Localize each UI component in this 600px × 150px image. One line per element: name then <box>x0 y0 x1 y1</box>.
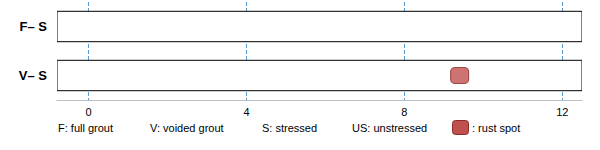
svg-text:V: voided grout: V: voided grout <box>150 122 224 134</box>
svg-text:F: full grout: F: full grout <box>58 122 113 134</box>
svg-text:0: 0 <box>86 106 92 118</box>
svg-text:US: unstressed: US: unstressed <box>352 122 427 134</box>
svg-text:12: 12 <box>556 106 568 118</box>
svg-text:4: 4 <box>243 106 249 118</box>
svg-text:: rust spot: : rust spot <box>472 122 520 134</box>
svg-text:S: stressed: S: stressed <box>262 122 317 134</box>
svg-text:F– S: F– S <box>20 19 48 34</box>
svg-text:8: 8 <box>401 106 407 118</box>
svg-text:V– S: V– S <box>19 68 48 83</box>
